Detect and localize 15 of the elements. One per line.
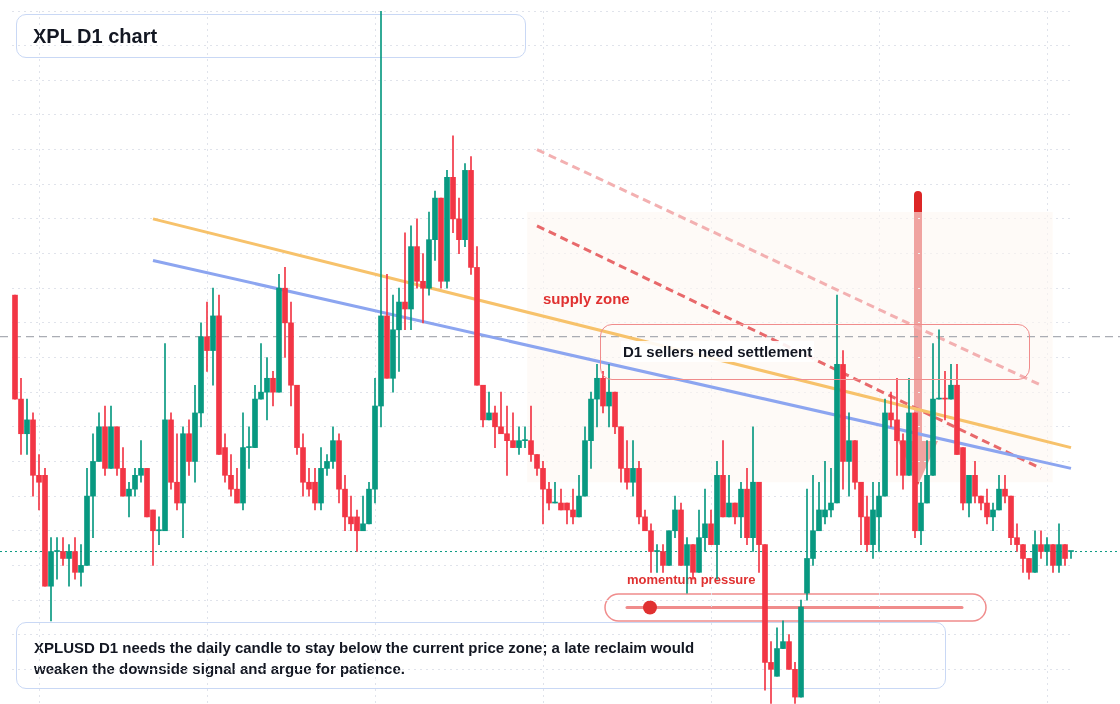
candlestick — [654, 544, 660, 573]
candlestick — [258, 343, 264, 400]
candlestick — [888, 391, 894, 428]
candlestick — [204, 301, 210, 372]
candlestick — [570, 488, 576, 525]
annotation: D1 sellers need settlement — [621, 341, 815, 362]
candlestick — [378, 11, 384, 428]
candlestick — [66, 544, 72, 587]
candlestick — [24, 398, 30, 455]
candlestick — [606, 364, 612, 428]
text: XPL D1 chart — [16, 14, 526, 58]
band-label: supply zone — [543, 290, 630, 308]
candlestick — [264, 357, 270, 421]
candlestick — [402, 232, 408, 331]
candlestick — [828, 468, 834, 518]
